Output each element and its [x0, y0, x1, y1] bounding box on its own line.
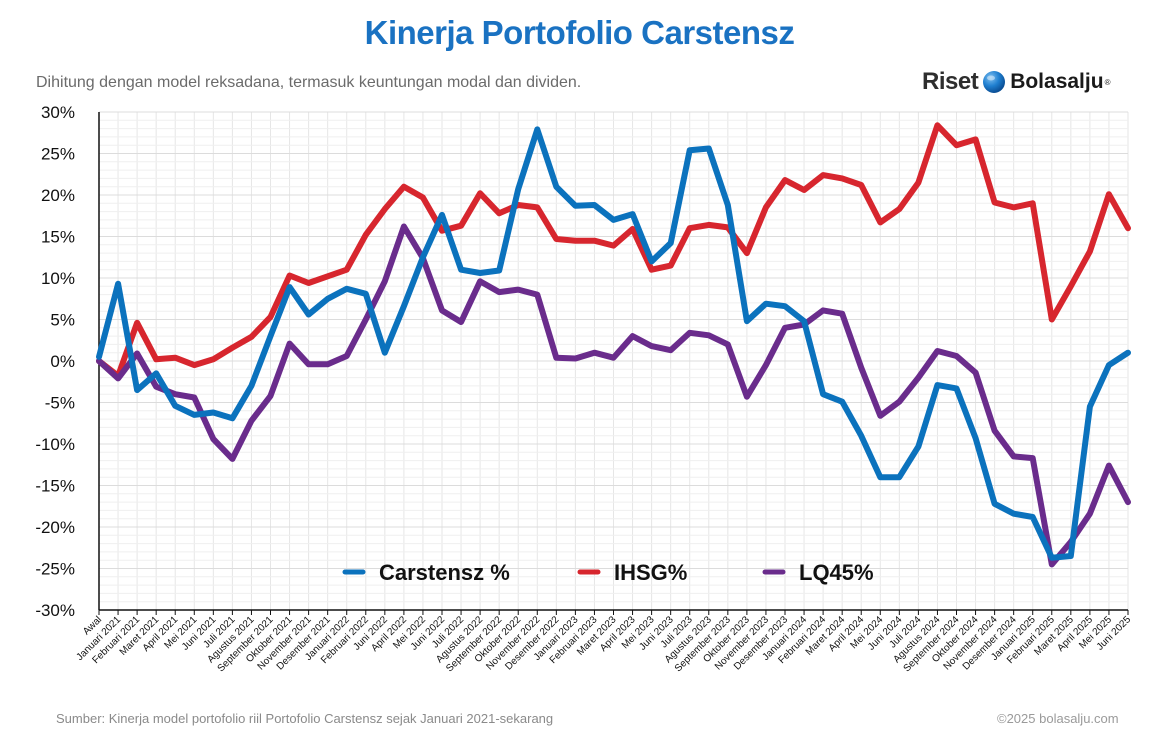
y-tick-label: -10%	[35, 435, 75, 454]
y-tick-label: 15%	[41, 228, 75, 247]
y-tick-label: -30%	[35, 601, 75, 620]
y-tick-label: 25%	[41, 145, 75, 164]
snowball-logo-icon	[983, 71, 1006, 93]
y-tick-label: -5%	[45, 394, 75, 413]
y-tick-label: -25%	[35, 560, 75, 579]
y-tick-labels: 30% 25% 20% 15% 10% 5% 0% -5% -10% -15% -20% -25% -3…	[35, 103, 75, 620]
grid-layer	[98, 111, 1129, 611]
chart-subtitle: Dihitung dengan model reksadana, termasu…	[36, 74, 582, 91]
copyright-note: ©2025 bolasalju.com	[997, 711, 1119, 726]
legend-label: IHSG%	[614, 560, 687, 585]
series-line-carstensz	[96, 126, 1131, 561]
y-tick-label: 30%	[41, 103, 75, 122]
chart-legend: Carstensz % IHSG% LQ45%	[342, 560, 874, 585]
brand-riset-text: Riset	[922, 68, 979, 95]
brand-registered-mark: ®	[1104, 77, 1111, 87]
y-tick-label: 5%	[50, 311, 75, 330]
source-note: Sumber: Kinerja model portofolio riil Po…	[56, 711, 554, 726]
chart-title: Kinerja Portofolio Carstensz	[364, 14, 795, 51]
series-line-ihsg	[96, 122, 1131, 379]
y-tick-label: 20%	[41, 186, 75, 205]
y-tick-label: -15%	[35, 477, 75, 496]
y-tick-label: 10%	[41, 269, 75, 288]
legend-label: LQ45%	[799, 560, 874, 585]
line-chart: 30% 25% 20% 15% 10% 5% 0% -5% -10% -15% -20% -25% -3…	[35, 103, 1134, 674]
y-tick-label: -20%	[35, 518, 75, 537]
y-tick-label: 0%	[50, 352, 75, 371]
brand-logo-block: Riset Bolasalju ®	[922, 68, 1110, 96]
series-line-lq45	[96, 223, 1131, 568]
series-layer	[96, 122, 1131, 568]
legend-label: Carstensz %	[379, 560, 510, 585]
brand-name-text: Bolasalju	[1010, 70, 1104, 93]
